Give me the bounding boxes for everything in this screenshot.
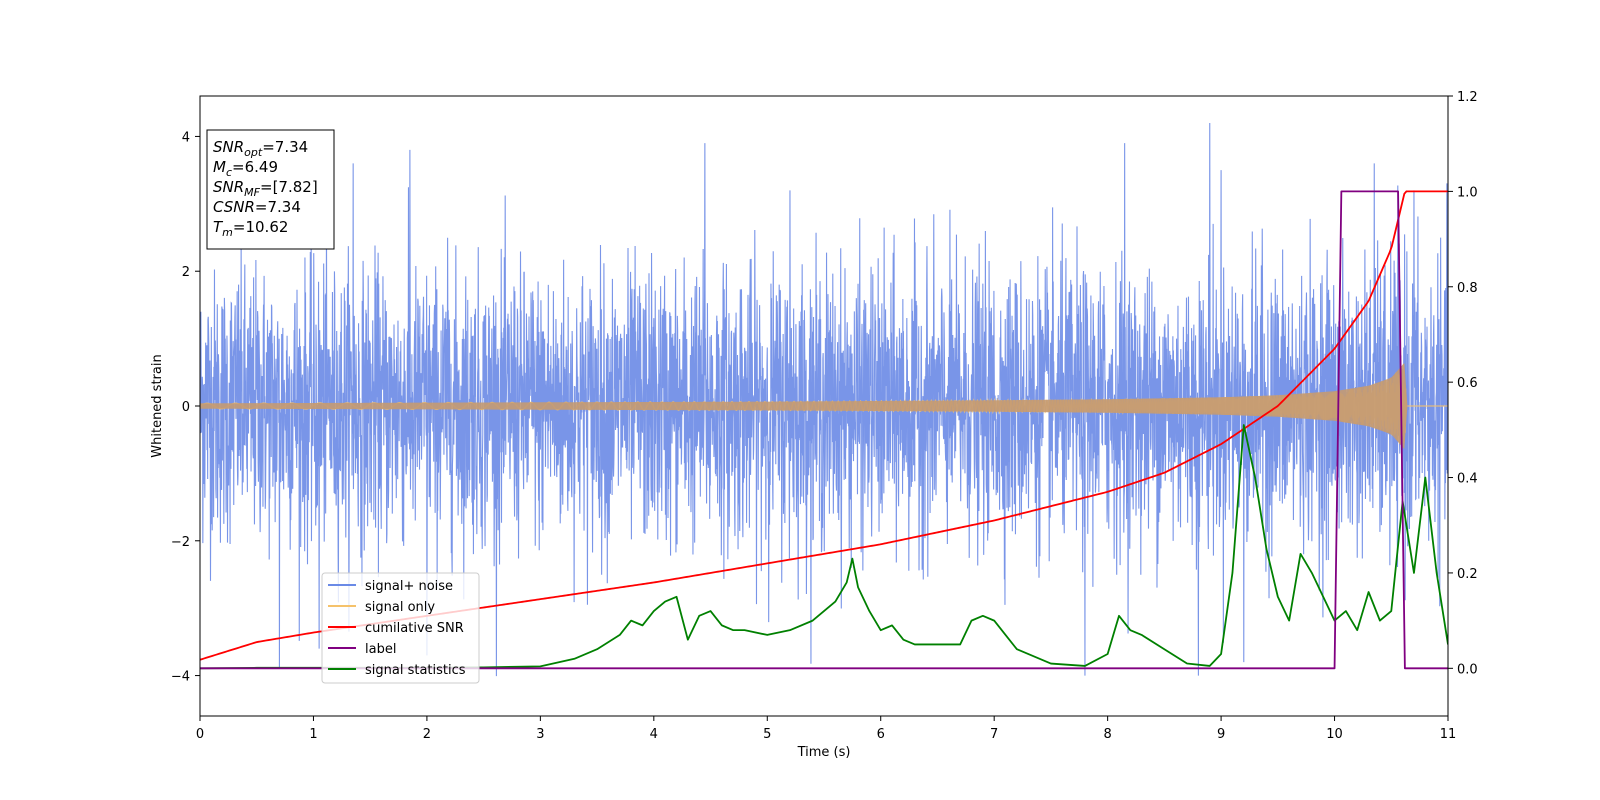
annotation-var: M bbox=[213, 158, 226, 176]
annotation-var: SNR bbox=[213, 178, 244, 196]
annotation-subscript: c bbox=[226, 166, 232, 179]
annotation-var: SNR bbox=[213, 138, 244, 156]
annotation-value: =[7.82] bbox=[260, 178, 318, 196]
annotation-line: Tm=10.62 bbox=[213, 218, 288, 239]
y2-tick-label: 0.4 bbox=[1457, 472, 1478, 487]
x-tick-label: 0 bbox=[196, 727, 204, 742]
x-tick-label: 1 bbox=[309, 727, 317, 742]
annotation-value: =10.62 bbox=[233, 218, 289, 236]
legend-entry: label bbox=[365, 642, 396, 657]
x-tick-label: 4 bbox=[650, 727, 658, 742]
x-axis-label: Time (s) bbox=[797, 745, 851, 760]
annotation-frame bbox=[206, 129, 335, 250]
x-tick-label: 8 bbox=[1103, 727, 1111, 742]
annotation-subscript: m bbox=[222, 226, 233, 239]
series-signal-statistics bbox=[200, 424, 1448, 670]
annotation-value: =6.49 bbox=[232, 158, 278, 176]
x-tick-label: 2 bbox=[423, 727, 431, 742]
y-tick-label: 0 bbox=[182, 400, 190, 415]
annotation-value: =7.34 bbox=[262, 138, 308, 156]
legend-frame bbox=[321, 572, 480, 684]
annotation-var: T bbox=[213, 218, 224, 236]
y-axis-right: 0.0 0.2 0.4 0.6 0.8 1.0 1.2 bbox=[1448, 90, 1478, 677]
legend-entry: cumilative SNR bbox=[365, 621, 464, 636]
annotation-line: SNRopt=7.34 bbox=[213, 138, 308, 159]
annotation-var: CSNR bbox=[213, 198, 255, 216]
x-axis: 0 1 2 3 4 5 6 7 8 9 10 11 bbox=[196, 716, 1456, 742]
y-tick-label: −2 bbox=[171, 535, 190, 550]
x-tick-label: 3 bbox=[536, 727, 544, 742]
annotation-line: Mc=6.49 bbox=[213, 158, 278, 179]
series-label bbox=[200, 190, 1448, 670]
annotation-line: SNRMF=[7.82] bbox=[213, 178, 318, 199]
y2-tick-label: 0.2 bbox=[1457, 567, 1478, 582]
x-tick-label: 9 bbox=[1217, 727, 1225, 742]
y2-tick-label: 1.0 bbox=[1457, 185, 1478, 200]
y-axis-label: Whitened strain bbox=[150, 354, 165, 457]
annotation-line: CSNR=7.34 bbox=[213, 198, 301, 216]
legend-entry: signal only bbox=[365, 600, 435, 615]
x-tick-label: 6 bbox=[877, 727, 885, 742]
legend: signal+ noise signal only cumilative SNR la… bbox=[321, 572, 480, 684]
y2-tick-label: 0.6 bbox=[1457, 376, 1478, 391]
y2-tick-label: 1.2 bbox=[1457, 90, 1478, 105]
annotation-value: =7.34 bbox=[255, 198, 301, 216]
y2-tick-label: 0.0 bbox=[1457, 662, 1478, 677]
stats-annotation-box: SNRopt=7.34Mc=6.49SNRMF=[7.82]CSNR=7.34T… bbox=[206, 129, 335, 250]
x-tick-label: 11 bbox=[1440, 727, 1457, 742]
x-tick-label: 10 bbox=[1326, 727, 1343, 742]
y2-tick-label: 0.8 bbox=[1457, 281, 1478, 296]
y-tick-label: 2 bbox=[182, 265, 190, 280]
annotation-subscript: opt bbox=[244, 146, 263, 159]
legend-entry: signal statistics bbox=[365, 663, 466, 678]
y-axis-left: −4 −2 0 2 4 bbox=[171, 130, 200, 685]
y-tick-label: 4 bbox=[182, 130, 190, 145]
annotation-subscript: MF bbox=[244, 186, 260, 199]
x-tick-label: 5 bbox=[763, 727, 771, 742]
y-tick-label: −4 bbox=[171, 670, 190, 685]
legend-entry: signal+ noise bbox=[365, 579, 453, 594]
series-signal-envelope bbox=[200, 362, 1448, 450]
x-tick-label: 7 bbox=[990, 727, 998, 742]
